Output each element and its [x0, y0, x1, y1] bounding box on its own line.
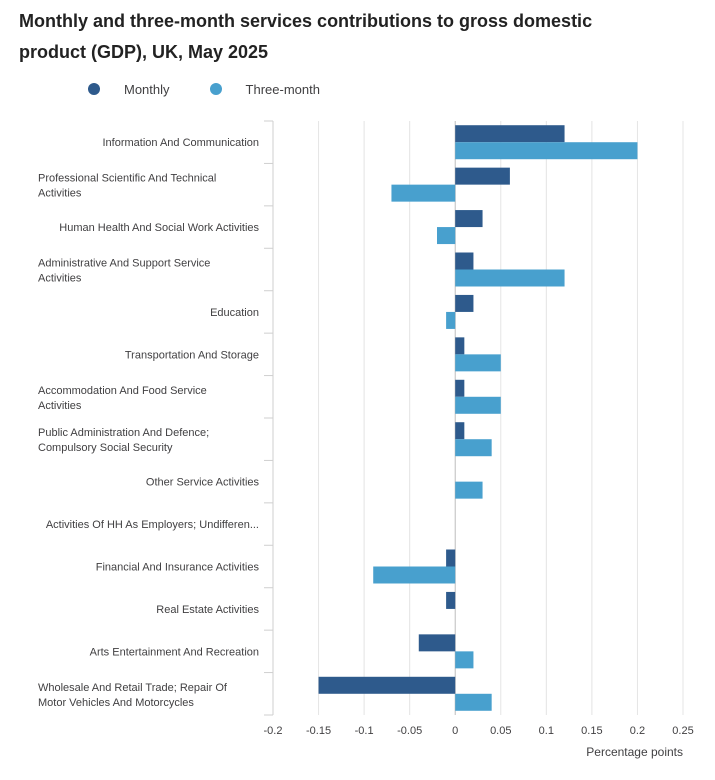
- bar-monthly-2: [455, 210, 483, 228]
- bar-three-month-2: [437, 227, 456, 245]
- category-label-1-line-0: Professional Scientific And Technical: [38, 173, 216, 185]
- x-tick-label-4: 0: [452, 725, 458, 737]
- x-tick-label-5: 0.05: [490, 725, 511, 737]
- bar-monthly-5: [455, 337, 465, 355]
- x-tick-label-7: 0.15: [581, 725, 602, 737]
- legend-item-monthly[interactable]: Monthly: [88, 82, 170, 97]
- bar-three-month-12: [455, 651, 474, 669]
- bar-monthly-6: [455, 379, 465, 397]
- bar-monthly-12: [418, 634, 456, 652]
- category-label-0: Information And Communication: [102, 137, 259, 149]
- legend-marker-monthly: [88, 83, 100, 95]
- category-label-5: Transportation And Storage: [125, 349, 259, 361]
- category-label-7-line-1: Compulsory Social Security: [38, 442, 173, 454]
- bar-monthly-13: [318, 676, 456, 694]
- legend: Monthly Three-month: [88, 79, 360, 99]
- chart-title: Monthly and three-month services contrib…: [19, 11, 593, 62]
- category-label-10: Financial And Insurance Activities: [96, 562, 260, 574]
- bar-three-month-7: [455, 439, 492, 457]
- x-tick-label-1: -0.15: [306, 725, 331, 737]
- bar-monthly-1: [455, 167, 510, 185]
- category-label-9: Activities Of HH As Employers; Undiffere…: [46, 519, 259, 531]
- category-label-3-line-1: Activities: [38, 273, 82, 285]
- category-label-1-line-1: Activities: [38, 188, 82, 200]
- category-label-7-line-0: Public Administration And Defence;: [38, 427, 209, 439]
- bar-monthly-3: [455, 252, 474, 270]
- category-label-3-line-0: Administrative And Support Service: [38, 258, 210, 270]
- legend-label-three-month: Three-month: [245, 81, 320, 97]
- bar-monthly-4: [455, 294, 474, 312]
- x-tick-label-2: -0.1: [355, 725, 374, 737]
- category-label-4: Education: [210, 307, 259, 319]
- bar-monthly-0: [455, 125, 565, 143]
- category-label-6-line-1: Activities: [38, 400, 82, 412]
- category-label-8: Other Service Activities: [146, 477, 260, 489]
- bar-three-month-4: [446, 311, 456, 329]
- category-label-13-line-1: Motor Vehicles And Motorcycles: [38, 697, 194, 709]
- category-label-12: Arts Entertainment And Recreation: [90, 646, 259, 658]
- x-tick-label-6: 0.1: [539, 725, 554, 737]
- category-label-13-line-0: Wholesale And Retail Trade; Repair Of: [38, 682, 228, 694]
- x-tick-label-3: -0.05: [397, 725, 422, 737]
- legend-label-monthly: Monthly: [124, 81, 170, 97]
- bar-three-month-0: [455, 142, 638, 160]
- bar-three-month-6: [455, 396, 501, 414]
- legend-item-three-month[interactable]: Three-month: [209, 81, 320, 97]
- x-axis-title: Percentage points: [586, 745, 683, 759]
- x-tick-label-8: 0.2: [630, 725, 645, 737]
- category-label-6-line-0: Accommodation And Food Service: [38, 385, 207, 397]
- bar-three-month-8: [455, 481, 483, 499]
- legend-marker-three-month: [209, 83, 222, 95]
- bar-three-month-5: [455, 354, 501, 372]
- bar-monthly-10: [446, 549, 456, 567]
- bar-three-month-3: [455, 269, 565, 287]
- bar-three-month-10: [373, 566, 456, 584]
- bar-monthly-7: [455, 422, 465, 440]
- category-label-11: Real Estate Activities: [156, 604, 259, 616]
- x-tick-label-0: -0.2: [264, 725, 283, 737]
- category-label-2: Human Health And Social Work Activities: [59, 222, 259, 234]
- bar-three-month-13: [455, 693, 492, 711]
- bar-monthly-11: [446, 591, 456, 609]
- x-tick-label-9: 0.25: [672, 725, 693, 737]
- bar-three-month-1: [391, 184, 456, 202]
